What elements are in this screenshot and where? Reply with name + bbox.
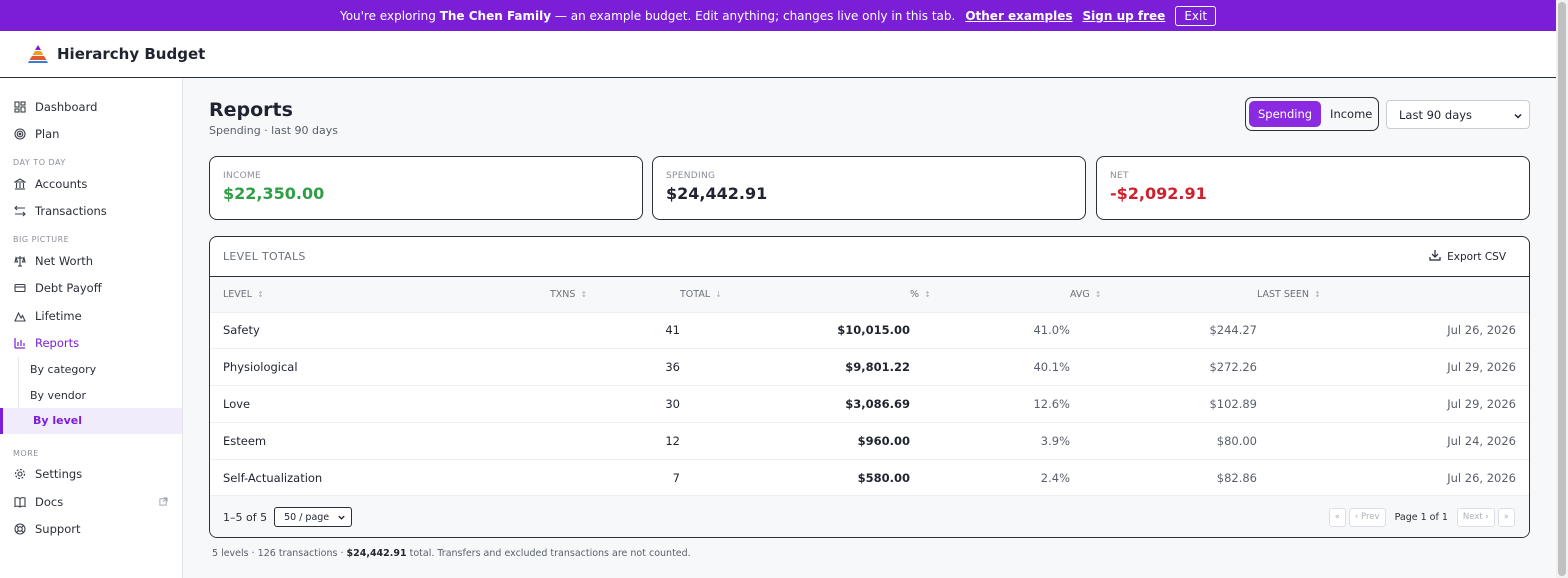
scrollbar[interactable] — [1556, 0, 1568, 578]
nav-by-vendor[interactable]: By vendor — [30, 388, 87, 402]
gear-icon — [13, 467, 27, 481]
next-page-button[interactable]: Next › — [1456, 507, 1495, 527]
top-bar: Hierarchy Budget — [0, 31, 1556, 78]
nav-by-level[interactable]: By level — [0, 408, 182, 434]
exit-button[interactable]: Exit — [1175, 5, 1217, 26]
summary-footnote: 5 levels · 126 transactions · $24,442.91… — [212, 548, 691, 559]
page-subtitle: Spending · last 90 days — [209, 124, 338, 137]
bar-chart-icon — [13, 336, 27, 350]
last-page-button[interactable]: » — [1497, 507, 1515, 527]
target-icon — [13, 127, 27, 141]
section-day-to-day: DAY TO DAY — [13, 158, 66, 167]
pagination: « ‹ Prev Page 1 of 1 Next › » — [1328, 507, 1515, 527]
nav-dashboard[interactable]: Dashboard — [0, 93, 182, 121]
download-icon — [1429, 249, 1441, 264]
table-footer: 1–5 of 5 50 / page « ‹ Prev Page 1 of 1 … — [210, 496, 1529, 537]
nav-settings[interactable]: Settings — [0, 461, 182, 489]
sign-up-link[interactable]: Sign up free — [1082, 8, 1166, 23]
banner-message: You're exploring The Chen Family — an ex… — [339, 8, 956, 23]
app-name: Hierarchy Budget — [57, 45, 206, 63]
nav-debt-payoff[interactable]: Debt Payoff — [0, 275, 182, 303]
external-link-icon — [159, 495, 168, 509]
toggle-spending[interactable]: Spending — [1249, 101, 1322, 127]
table-row[interactable]: Self-Actualization 7 $580.00 2.4% $82.86… — [210, 459, 1529, 497]
other-examples-link[interactable]: Other examples — [965, 8, 1073, 23]
income-value: $22,350.00 — [223, 184, 325, 203]
nav-transactions[interactable]: Transactions — [0, 198, 182, 226]
table-row[interactable]: Safety 41 $10,015.00 41.0% $244.27 Jul 2… — [210, 312, 1529, 350]
per-page-select[interactable]: 50 / page — [274, 507, 353, 528]
page-title: Reports — [209, 99, 293, 121]
dashboard-icon — [13, 100, 27, 114]
chevron-down-icon — [1513, 110, 1523, 124]
income-card: INCOME $22,350.00 — [209, 156, 643, 220]
page-info: Page 1 of 1 — [1394, 511, 1448, 523]
col-last-seen[interactable]: LAST SEEN ↕ — [1257, 277, 1529, 313]
section-more: MORE — [13, 448, 39, 458]
first-page-button[interactable]: « — [1328, 507, 1346, 527]
table-row[interactable]: Love 30 $3,086.69 12.6% $102.89 Jul 29, … — [210, 385, 1529, 423]
chevron-down-icon — [337, 513, 346, 525]
sidebar: Dashboard Plan DAY TO DAY Accounts Trans… — [0, 78, 183, 578]
banner-family-name: The Chen Family — [439, 8, 552, 23]
level-totals-table: LEVEL ↕ TXNS ↕ TOTAL ↓ % ↕ AVG ↕ LAST SE… — [210, 277, 1529, 497]
reports-submenu: By category By vendor By level — [0, 357, 182, 434]
export-csv-button[interactable]: Export CSV — [1429, 249, 1506, 264]
section-big-picture: BIG PICTURE — [13, 235, 70, 244]
panel-header: LEVEL TOTALS Export CSV — [210, 237, 1529, 277]
col-pct[interactable]: % ↕ — [910, 277, 1070, 313]
mountain-icon — [13, 309, 27, 323]
table-row[interactable]: Esteem 12 $960.00 3.9% $80.00 Jul 24, 20… — [210, 422, 1529, 460]
level-totals-panel: LEVEL TOTALS Export CSV LEVEL ↕ TXNS ↕ T… — [209, 236, 1530, 538]
net-card: NET -$2,092.91 — [1096, 156, 1530, 220]
nav-plan[interactable]: Plan — [0, 121, 182, 149]
spending-income-toggle: Spending Income — [1245, 97, 1379, 131]
main-content: Reports Spending · last 90 days Spending… — [184, 78, 1556, 578]
col-level[interactable]: LEVEL ↕ — [210, 277, 550, 313]
prev-page-button[interactable]: ‹ Prev — [1348, 507, 1386, 527]
net-value: -$2,092.91 — [1110, 184, 1207, 203]
nav-docs[interactable]: Docs — [0, 488, 182, 516]
col-total[interactable]: TOTAL ↓ — [680, 277, 910, 313]
panel-title: LEVEL TOTALS — [223, 250, 306, 263]
transfer-icon — [13, 204, 27, 218]
col-avg[interactable]: AVG ↕ — [1070, 277, 1257, 313]
scale-icon — [13, 254, 27, 268]
nav-reports[interactable]: Reports — [0, 330, 182, 358]
col-txns[interactable]: TXNS ↕ — [550, 277, 680, 313]
demo-banner: You're exploring The Chen Family — an ex… — [0, 0, 1556, 31]
card-icon — [13, 281, 27, 295]
spending-card: SPENDING $24,442.91 — [652, 156, 1086, 220]
date-range-select[interactable]: Last 90 days — [1386, 100, 1530, 129]
row-count: 1–5 of 5 — [223, 510, 268, 524]
spending-value: $24,442.91 — [666, 184, 768, 203]
pyramid-logo — [28, 45, 48, 63]
scrollbar-thumb[interactable] — [1558, 2, 1566, 576]
table-row[interactable]: Physiological 36 $9,801.22 40.1% $272.26… — [210, 348, 1529, 387]
book-icon — [13, 495, 27, 509]
nav-support[interactable]: Support — [0, 516, 182, 544]
toggle-income[interactable]: Income — [1330, 107, 1373, 121]
nav-net-worth[interactable]: Net Worth — [0, 247, 182, 275]
nav-by-category[interactable]: By category — [30, 363, 97, 377]
nav-accounts[interactable]: Accounts — [0, 170, 182, 198]
lifebuoy-icon — [13, 522, 27, 536]
nav-lifetime[interactable]: Lifetime — [0, 302, 182, 330]
bank-icon — [13, 177, 27, 191]
